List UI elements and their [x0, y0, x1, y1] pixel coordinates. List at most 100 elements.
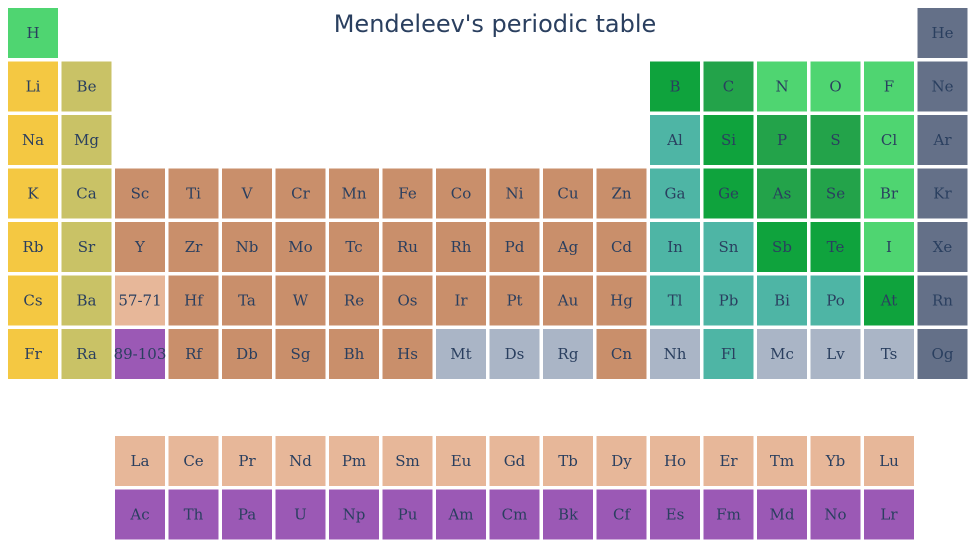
cell-symbol: Ne [931, 78, 953, 96]
element-cell-ds: Ds [489, 329, 540, 379]
element-cell-np: Np [329, 489, 379, 540]
element-cell-zn: Zn [596, 168, 647, 219]
element-cell-ta: Ta [222, 275, 272, 326]
cell-symbol: Hs [397, 345, 418, 363]
cell-rect [275, 168, 326, 219]
cell-symbol: Si [721, 131, 736, 149]
element-cell-rf: Rf [168, 329, 219, 379]
cell-symbol: Sg [291, 345, 311, 363]
cell-symbol: Rb [23, 238, 44, 256]
cell-rect [596, 275, 647, 326]
chart-title: Mendeleev's periodic table [334, 10, 657, 38]
cell-rect [810, 222, 861, 272]
cell-rect [650, 436, 700, 486]
cell-rect [596, 168, 647, 219]
element-cell-th: Th [168, 489, 219, 540]
cell-rect [168, 168, 219, 219]
cell-rect [810, 489, 861, 540]
cell-rect [543, 489, 593, 540]
element-cell-kr: Kr [917, 168, 968, 219]
cell-rect [489, 489, 540, 540]
element-cell-mn: Mn [329, 168, 379, 219]
element-cell-b: B [650, 61, 700, 112]
cell-rect [436, 489, 486, 540]
element-cell-in: In [650, 222, 700, 272]
element-cell-tm: Tm [757, 436, 807, 486]
cell-rect [329, 436, 379, 486]
element-cell-nb: Nb [222, 222, 272, 272]
cell-rect [543, 168, 593, 219]
cell-symbol: Mc [770, 345, 794, 363]
cell-rect [703, 329, 754, 379]
element-cell-ga: Ga [650, 168, 700, 219]
element-cell-w: W [275, 275, 326, 326]
element-cell-ca: Ca [61, 168, 112, 219]
cell-symbol: Ta [238, 292, 256, 310]
cell-rect [917, 115, 968, 165]
cell-rect [329, 222, 379, 272]
cell-rect [650, 168, 700, 219]
element-cell-ru: Ru [382, 222, 433, 272]
cell-rect [275, 222, 326, 272]
cell-rect [810, 168, 861, 219]
element-cell-89-103: 89-103 [114, 329, 166, 379]
cell-symbol: Al [666, 131, 683, 149]
element-cell-er: Er [703, 436, 754, 486]
element-cell-hf: Hf [168, 275, 219, 326]
element-cell-pr: Pr [222, 436, 272, 486]
element-cell-v: V [222, 168, 272, 219]
cell-rect [8, 275, 58, 326]
element-cell-sg: Sg [275, 329, 326, 379]
cell-symbol: Kr [933, 185, 952, 203]
cell-rect [436, 275, 486, 326]
cell-rect [168, 275, 219, 326]
cell-rect [382, 222, 433, 272]
cell-rect [543, 275, 593, 326]
cell-rect [596, 329, 647, 379]
cell-rect [757, 436, 807, 486]
cell-symbol: Li [26, 78, 41, 96]
element-cell-fe: Fe [382, 168, 433, 219]
cell-rect [650, 115, 700, 165]
cell-symbol: Na [22, 131, 44, 149]
element-cell-ge: Ge [703, 168, 754, 219]
cell-rect [864, 436, 914, 486]
cell-symbol: Ir [454, 292, 468, 310]
cell-rect [115, 436, 165, 486]
element-cell-se: Se [810, 168, 861, 219]
cell-rect [61, 61, 112, 112]
cell-symbol: Cr [291, 185, 310, 203]
element-cell-lu: Lu [864, 436, 914, 486]
element-cell-bh: Bh [329, 329, 379, 379]
cell-symbol: Cf [613, 506, 631, 524]
cell-symbol: W [293, 292, 309, 310]
element-cell-sn: Sn [703, 222, 754, 272]
cell-rect [864, 61, 914, 112]
element-cell-57-71: 57-71 [115, 275, 165, 326]
cell-symbol: Rh [451, 238, 472, 256]
cell-symbol: Cd [611, 238, 632, 256]
element-cell-lr: Lr [864, 489, 914, 540]
cell-rect [757, 168, 807, 219]
cell-symbol: Ce [183, 452, 203, 470]
cell-rect [329, 329, 379, 379]
cell-symbol: Ar [932, 131, 952, 149]
element-cell-cr: Cr [275, 168, 326, 219]
cell-rect [489, 222, 540, 272]
cell-rect [864, 222, 914, 272]
cell-rect [543, 436, 593, 486]
cell-symbol: As [772, 185, 792, 203]
cell-symbol: Pa [238, 506, 256, 524]
cell-symbol: Cu [557, 185, 578, 203]
element-cell-sr: Sr [61, 222, 112, 272]
cell-rect [864, 168, 914, 219]
cell-symbol: Er [719, 452, 738, 470]
cell-symbol: Ru [397, 238, 418, 256]
element-cell-te: Te [810, 222, 861, 272]
cell-symbol: In [667, 238, 683, 256]
element-cell-ag: Ag [543, 222, 593, 272]
element-cell-sb: Sb [757, 222, 807, 272]
cell-symbol: Br [880, 185, 899, 203]
cell-symbol: B [669, 78, 680, 96]
cell-rect [757, 61, 807, 112]
